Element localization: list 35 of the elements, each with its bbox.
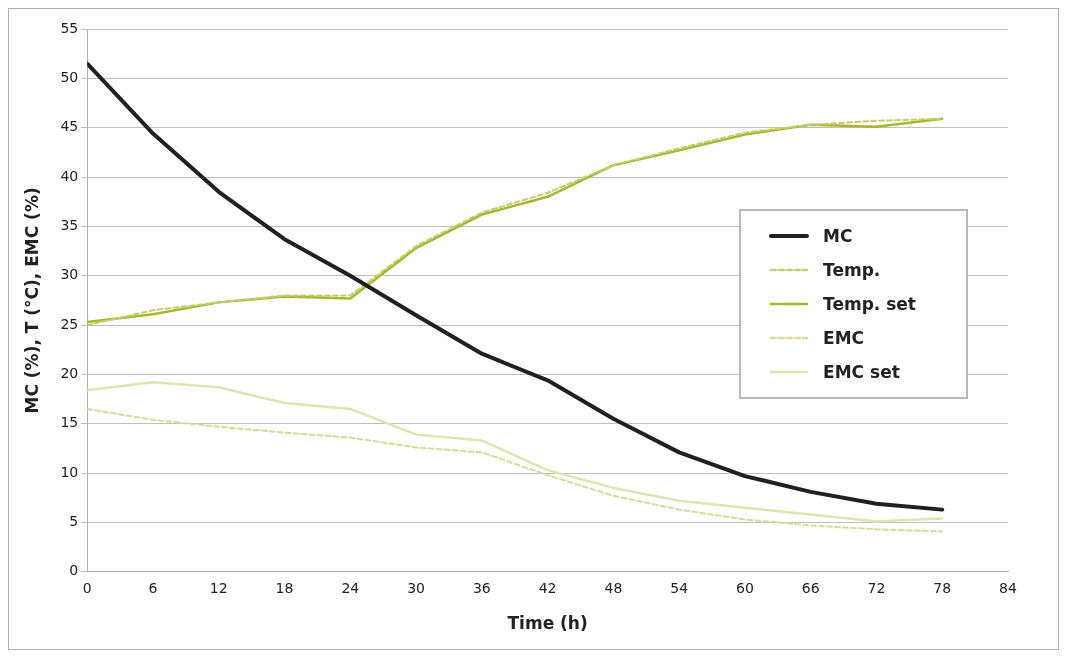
x-axis-title: Time (h) — [507, 613, 588, 634]
y-tick-label: 15 — [60, 414, 79, 431]
x-tick-label: 6 — [148, 579, 158, 596]
x-tick-label: 60 — [736, 579, 754, 596]
x-tick-label: 36 — [472, 579, 491, 596]
legend-label: Temp. set — [823, 294, 916, 314]
legend-label: MC — [823, 226, 853, 246]
legend-label: Temp. — [823, 260, 881, 280]
x-tick-label: 18 — [275, 579, 294, 596]
y-tick-label: 20 — [60, 365, 79, 382]
x-tick-label: 12 — [209, 579, 228, 596]
y-tick-label: 40 — [60, 167, 79, 184]
y-tick-label: 45 — [60, 118, 79, 135]
y-axis-title: MC (%), T (°C), EMC (%) — [21, 187, 42, 414]
y-tick-label: 30 — [60, 266, 79, 283]
y-tick-label: 10 — [60, 463, 79, 480]
x-tick-label: 48 — [604, 579, 623, 596]
legend-label: EMC set — [823, 362, 900, 382]
y-tick-label: 5 — [69, 513, 79, 530]
x-tick-label: 84 — [999, 579, 1017, 596]
y-tick-label: 50 — [60, 68, 79, 85]
x-tick-label: 24 — [341, 579, 360, 596]
x-tick-label: 54 — [670, 579, 689, 596]
y-tick-label: 0 — [69, 562, 79, 579]
x-tick-label: 30 — [407, 579, 425, 596]
y-tick-label: 35 — [60, 217, 79, 234]
x-tick-label: 72 — [867, 579, 886, 596]
x-tick-label: 0 — [82, 579, 92, 596]
y-tick-label: 55 — [60, 19, 79, 36]
line-series — [87, 407, 944, 533]
x-tick-label: 78 — [933, 579, 952, 596]
y-tick-label: 25 — [60, 315, 79, 332]
x-tick-label: 66 — [801, 579, 820, 596]
x-tick-label: 42 — [538, 579, 557, 596]
legend-label: EMC — [823, 328, 865, 348]
